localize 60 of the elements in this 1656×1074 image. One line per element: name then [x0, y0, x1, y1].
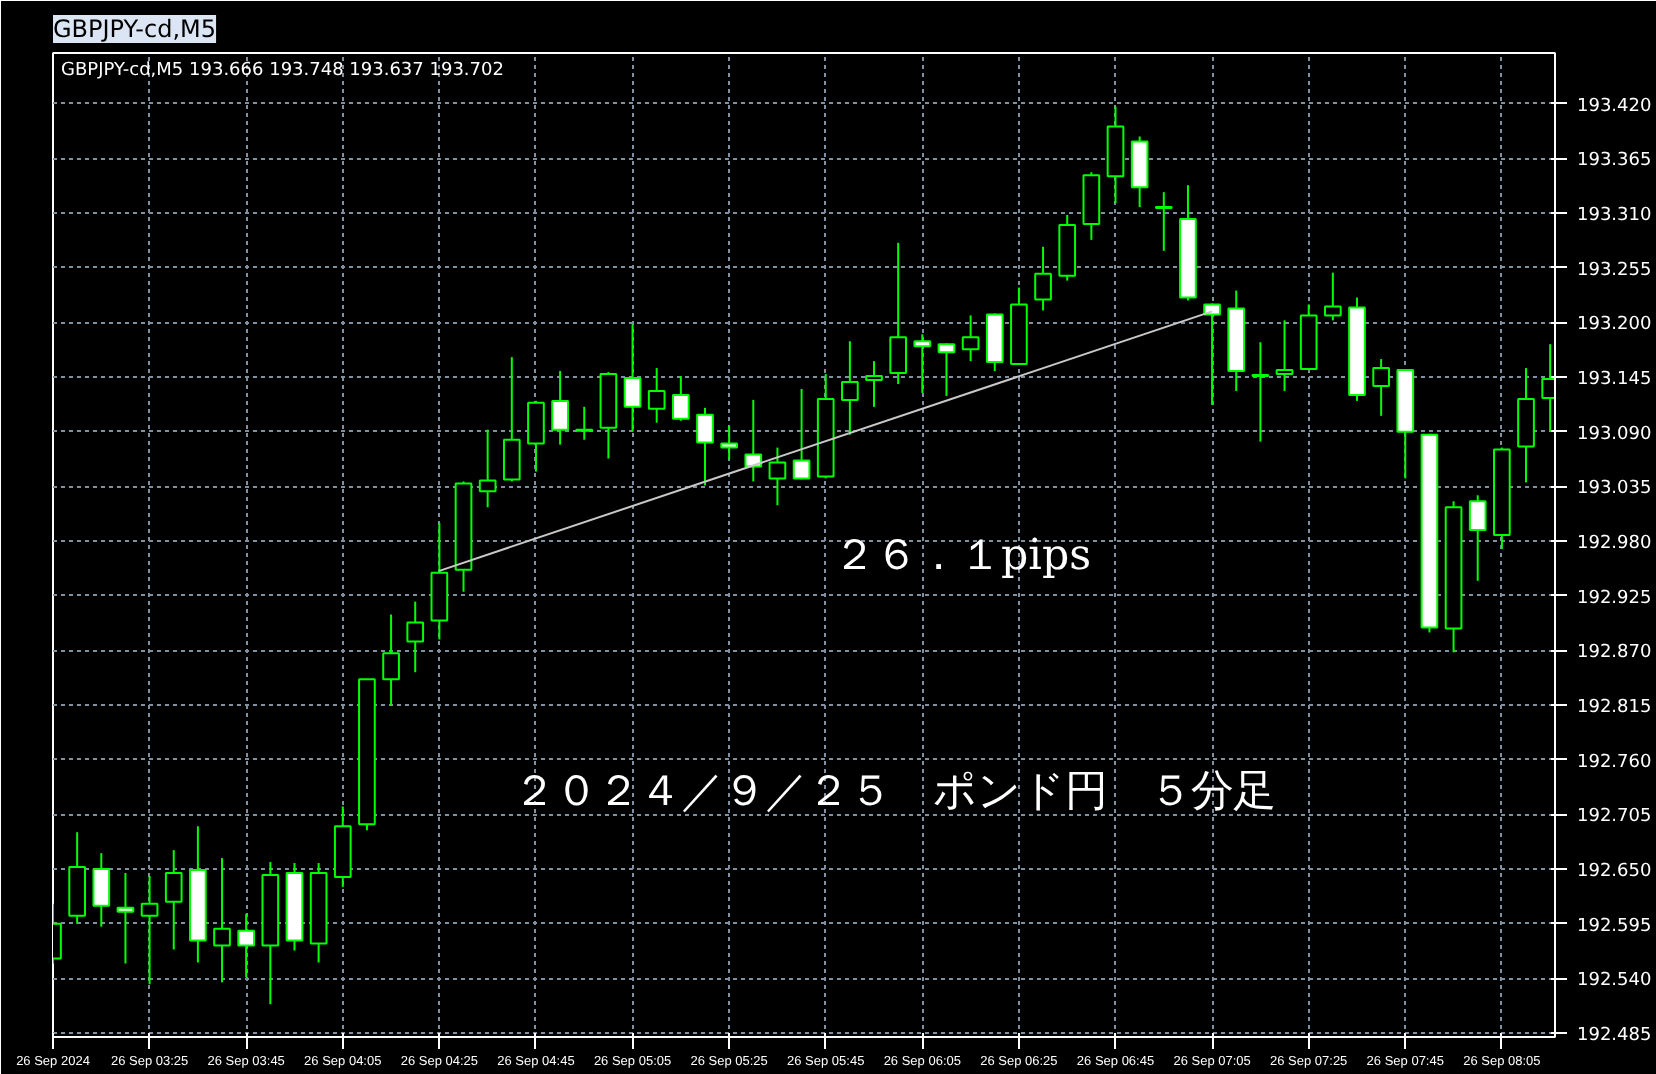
candlestick	[406, 600, 425, 674]
candlestick	[1517, 367, 1535, 484]
candlestick	[1323, 271, 1342, 322]
candlestick	[430, 522, 449, 641]
y-tick-label: 192.485	[1577, 1026, 1652, 1047]
y-tick-label: 193.145	[1577, 370, 1652, 391]
y-tick-label: 193.255	[1577, 260, 1652, 281]
candlestick	[889, 241, 908, 385]
y-tick-label: 193.365	[1577, 151, 1652, 172]
candlestick	[140, 874, 159, 986]
candlestick	[164, 849, 183, 951]
y-tick-label: 193.310	[1577, 206, 1652, 227]
candlestick	[647, 367, 666, 424]
candlestick	[1154, 191, 1173, 252]
candlestick	[865, 360, 883, 408]
candlestick	[1468, 494, 1487, 582]
candlestick	[1251, 341, 1270, 443]
candlestick	[237, 912, 256, 979]
annotation: ２６．１pips	[833, 531, 1092, 581]
candlestick	[502, 356, 521, 483]
y-tick-label: 192.595	[1577, 916, 1652, 937]
candlestick	[1130, 135, 1149, 209]
chart-title: GBPJPY-cd,M5	[53, 15, 217, 43]
candlestick	[961, 314, 980, 363]
candlestick	[696, 406, 714, 487]
y-tick-label: 192.980	[1577, 534, 1652, 555]
candlestick	[1203, 302, 1221, 406]
candlestick	[913, 333, 932, 394]
candlestick	[1275, 319, 1294, 392]
candlestick	[672, 375, 690, 422]
y-tick-label: 193.035	[1577, 479, 1652, 500]
candlestick	[116, 872, 135, 965]
text: GBPJPY-cd,M5 193.666 193.748 193.637 193.702	[61, 61, 504, 81]
candlestick	[841, 340, 859, 436]
candlestick	[720, 424, 738, 461]
candlestick	[551, 370, 569, 446]
candlestick	[527, 399, 545, 473]
candlestick	[575, 405, 594, 441]
annotation: ２０２４／９／２５ ポンド円 ５分足	[513, 767, 1275, 817]
candlestick	[213, 857, 231, 984]
candlestick	[478, 428, 497, 509]
candlestick	[768, 446, 787, 507]
candlestick	[382, 613, 400, 708]
candlestick	[1034, 245, 1052, 312]
y-tick-label: 192.870	[1577, 643, 1652, 664]
candlestick	[985, 312, 1004, 373]
candlestick	[937, 342, 956, 397]
y-tick-label: 192.650	[1577, 862, 1652, 883]
y-tick-label: 193.420	[1577, 96, 1652, 117]
candlestick	[792, 387, 811, 481]
y-tick-label: 193.200	[1577, 315, 1652, 336]
candlestick	[92, 852, 111, 928]
y-tick-label: 192.705	[1577, 807, 1652, 828]
candlestick	[1372, 358, 1390, 417]
y-tick-label: 192.815	[1577, 698, 1652, 719]
y-tick-label: 192.925	[1577, 588, 1652, 609]
y-tick-label: 192.760	[1577, 752, 1652, 773]
candlestick	[623, 323, 642, 433]
y-tick-label: 193.090	[1577, 424, 1652, 445]
y-tick-label: 192.540	[1577, 971, 1652, 992]
